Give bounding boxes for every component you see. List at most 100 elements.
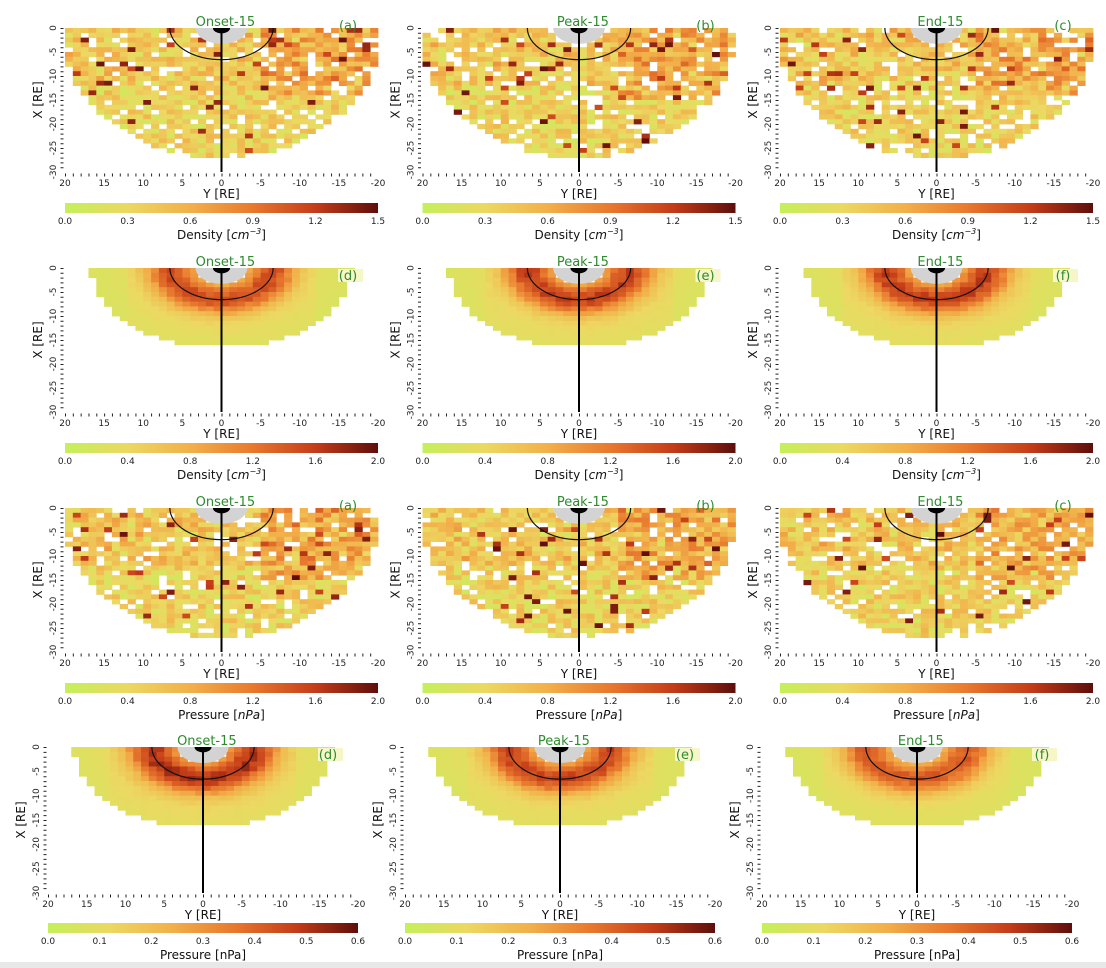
panel-onset-15-a: 20 15 10 5 0 -5 -10 -15 -200-5-10-15-20-25-30Y [… xyxy=(31,15,386,242)
heatmap-cell xyxy=(158,589,168,595)
heatmap-cell xyxy=(104,292,113,298)
heatmap-cell xyxy=(787,47,797,53)
heatmap-cell xyxy=(633,71,642,77)
heatmap-cell xyxy=(252,306,262,312)
heatmap-cell xyxy=(1006,85,1016,91)
heatmap-cell xyxy=(539,47,549,53)
heatmap-cell xyxy=(237,133,246,139)
heatmap-cell xyxy=(905,76,914,82)
heatmap-cell xyxy=(610,90,619,96)
heatmap-cell xyxy=(952,330,961,336)
heatmap-cell xyxy=(260,306,269,312)
heatmap-cell xyxy=(135,90,144,96)
heatmap-cell xyxy=(276,527,285,533)
heatmap-cell xyxy=(284,90,293,96)
heatmap-cell xyxy=(1046,71,1055,77)
heatmap-cell xyxy=(244,138,254,144)
heatmap-cell xyxy=(524,47,533,53)
heatmap-cell xyxy=(299,76,308,82)
heatmap-cell xyxy=(88,527,97,533)
heatmap-cell xyxy=(158,272,168,278)
heatmap-cell xyxy=(461,66,470,72)
heatmap-cell xyxy=(469,517,478,523)
heatmap-cell xyxy=(354,37,363,43)
heatmap-cell xyxy=(252,335,262,341)
heatmap-cell xyxy=(299,311,308,317)
heatmap-cell xyxy=(967,330,977,336)
y-tick-label: -10 xyxy=(49,68,59,83)
heatmap-cell xyxy=(500,565,509,571)
heatmap-cell xyxy=(104,37,113,43)
heatmap-cell xyxy=(430,556,439,562)
heatmap-cell xyxy=(252,536,262,542)
heatmap-cell xyxy=(991,138,1000,144)
heatmap-cell xyxy=(897,311,906,317)
heatmap-cell xyxy=(198,527,207,533)
heatmap-cell xyxy=(158,292,168,298)
heatmap-cell xyxy=(571,532,580,538)
heatmap-cell xyxy=(299,292,308,298)
heatmap-cell xyxy=(665,71,674,77)
colorbar-tick-label: 1.6 xyxy=(666,457,681,467)
heatmap-cell xyxy=(959,95,969,101)
heatmap-cell xyxy=(975,37,984,43)
heatmap-cell xyxy=(158,527,168,533)
heatmap-cell xyxy=(586,541,596,547)
heatmap-cell xyxy=(563,527,572,533)
heatmap-cell xyxy=(1006,109,1016,115)
heatmap-cell xyxy=(158,61,168,67)
heatmap-cell xyxy=(579,541,588,547)
heatmap-cell xyxy=(500,47,509,53)
heatmap-cell xyxy=(889,124,898,130)
heatmap-cell xyxy=(657,306,666,312)
heatmap-cell xyxy=(524,143,533,149)
heatmap-cell xyxy=(539,32,549,38)
heatmap-cell xyxy=(151,95,160,101)
heatmap-cell xyxy=(555,148,564,154)
heatmap-cell xyxy=(229,114,238,120)
colorbar-label-part: cm xyxy=(231,468,249,482)
heatmap-cell xyxy=(539,76,549,82)
heatmap-cell xyxy=(492,512,502,518)
heatmap-cell xyxy=(696,536,705,542)
heatmap-cell xyxy=(127,104,136,110)
heatmap-cell xyxy=(881,76,890,82)
heatmap-cell xyxy=(315,71,324,77)
heatmap-cell xyxy=(610,536,619,542)
heatmap-cell xyxy=(422,47,431,53)
heatmap-cell xyxy=(166,604,175,610)
heatmap-cell xyxy=(1077,66,1086,72)
heatmap-cell xyxy=(696,37,705,43)
heatmap-cell xyxy=(602,76,611,82)
x-tick-label: 15 xyxy=(98,419,109,429)
heatmap-cell xyxy=(680,32,689,38)
heatmap-cell xyxy=(1006,282,1016,288)
heatmap-cell xyxy=(610,556,619,562)
heatmap-cell xyxy=(477,287,486,293)
heatmap-cell xyxy=(858,100,867,106)
heatmap-cell xyxy=(913,52,922,58)
heatmap-cell xyxy=(897,272,906,278)
heatmap-cell xyxy=(563,109,572,115)
heatmap-cell xyxy=(688,66,697,72)
heatmap-cell xyxy=(936,114,945,120)
heatmap-cell xyxy=(88,570,97,576)
heatmap-cell xyxy=(276,618,285,624)
x-tick-label: 5 xyxy=(895,419,901,429)
heatmap-cell xyxy=(1006,28,1016,34)
heatmap-cell xyxy=(190,28,199,34)
heatmap-cell xyxy=(516,61,525,67)
heatmap-cell xyxy=(291,618,301,624)
heatmap-cell xyxy=(166,28,175,34)
heatmap-cell xyxy=(920,61,930,67)
heatmap-cell xyxy=(696,282,705,288)
heatmap-cell xyxy=(975,292,984,298)
heatmap-cell xyxy=(928,71,937,77)
heatmap-cell xyxy=(127,124,136,130)
heatmap-cell xyxy=(952,80,961,86)
heatmap-cell xyxy=(555,532,564,538)
heatmap-cell xyxy=(151,292,160,298)
heatmap-cell xyxy=(516,556,525,562)
heatmap-cell xyxy=(268,536,277,542)
heatmap-cell xyxy=(1038,37,1047,43)
